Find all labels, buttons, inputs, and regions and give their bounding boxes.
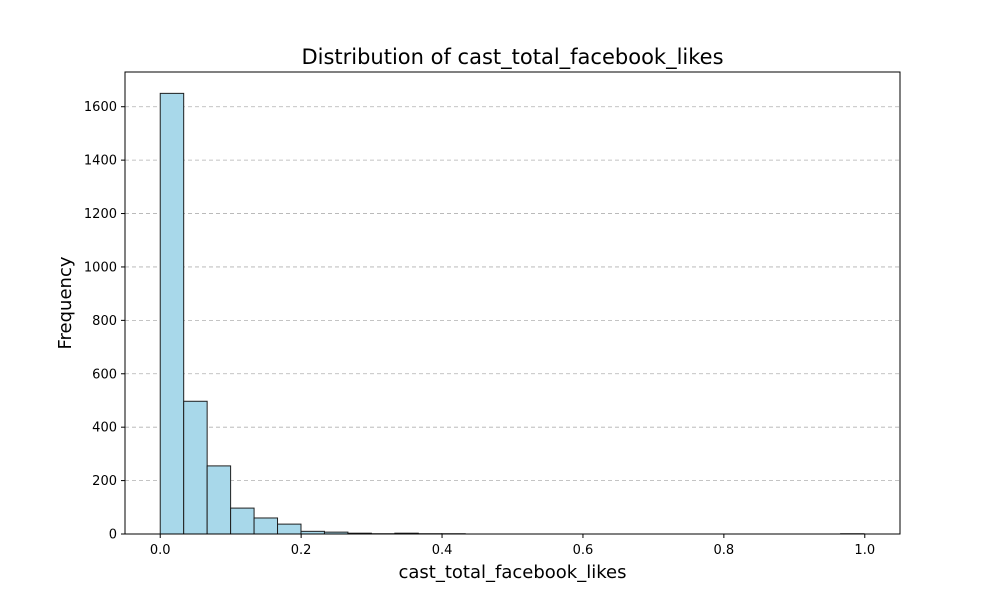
x-tick-label: 0.0 (150, 543, 171, 558)
histogram-bar (277, 523, 302, 535)
x-tick-label: 0.4 (432, 543, 453, 558)
histogram-bar (183, 400, 208, 535)
x-tick-label: 0.2 (291, 543, 312, 558)
y-axis-label: Frequency (55, 256, 76, 349)
y-tick-label: 600 (92, 367, 117, 382)
y-tick-label: 800 (92, 314, 117, 329)
histogram-bar (253, 517, 279, 535)
grid-lines (125, 106, 900, 481)
y-tick-label: 1200 (84, 207, 117, 222)
y-tick-label: 1000 (84, 260, 117, 275)
x-tick-label: 1.0 (854, 543, 875, 558)
y-tick-label: 1400 (84, 154, 117, 169)
y-tick-label: 1600 (84, 100, 117, 115)
x-axis-label: cast_total_facebook_likes (399, 562, 627, 583)
chart-title: Distribution of cast_total_facebook_like… (301, 45, 723, 70)
axis-ticks: 0.0 0.2 0.4 0.6 0.8 1.0 0 200 400 600 800 1000 1200 1… (84, 100, 875, 558)
x-tick-label: 0.8 (714, 543, 735, 558)
histogram-bar (159, 92, 185, 535)
x-tick-label: 0.6 (573, 543, 594, 558)
y-tick-label: 400 (92, 421, 117, 436)
histogram-bars (159, 92, 865, 535)
histogram-bar (230, 507, 255, 535)
y-tick-label: 200 (92, 474, 117, 489)
histogram-bar (206, 465, 232, 535)
y-tick-label: 0 (109, 528, 117, 543)
plot-frame (124, 71, 901, 535)
